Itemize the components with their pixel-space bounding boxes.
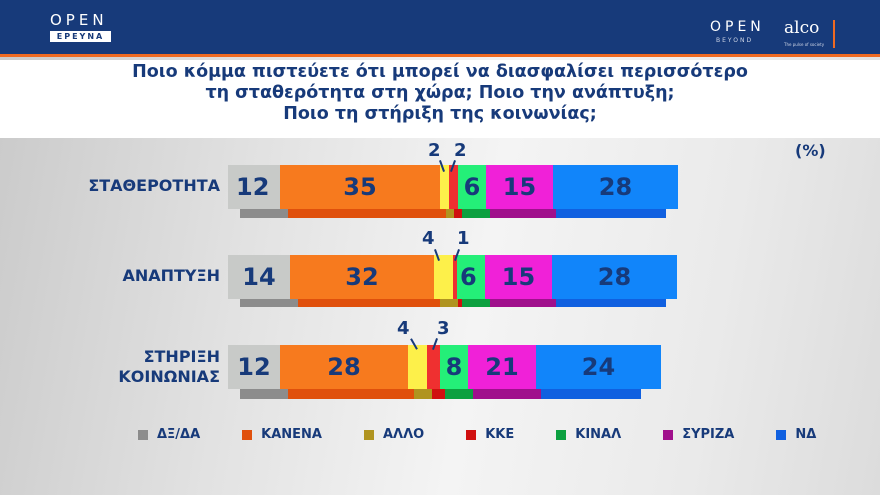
legend-swatch [242, 429, 253, 440]
row-label-stability: ΣΤΑΘΕΡΟΤΗΤΑ [88, 176, 220, 195]
seg-kinal: 6 [458, 165, 486, 209]
side-kinal [462, 208, 490, 218]
seg-nd: 28 [553, 165, 678, 209]
side-nd [541, 389, 641, 399]
side-kanena [288, 208, 446, 218]
legend-item-kke: ΚΚΕ [466, 427, 514, 442]
seg-allo [440, 165, 449, 209]
title-line-1: Ποιο κόμμα πιστεύετε ότι μπορεί να διασφ… [132, 62, 748, 82]
callout-kke: 2 [454, 140, 467, 161]
side-nd [556, 208, 666, 218]
row-label-line-1: ΣΤΗΡΙΞΗ [143, 347, 220, 366]
callout-allo: 4 [397, 318, 410, 339]
bar-development: 14 32 6 15 28 [228, 255, 677, 299]
seg-syriza: 15 [485, 255, 552, 299]
legend-item-kinal: ΚΙΝΑΛ [556, 427, 621, 442]
legend-label: ΝΔ [795, 427, 817, 442]
title-line-2: τη σταθερότητα στη χώρα; Ποιο την ανάπτυ… [205, 83, 675, 103]
side-syriza [490, 297, 556, 307]
seg-kke [453, 255, 457, 299]
side-kke [458, 297, 462, 307]
legend-label: ΑΛΛΟ [383, 427, 425, 442]
row-label-line-2: ΚΟΙΝΩΝΙΑΣ [118, 367, 220, 386]
side-allo [440, 297, 458, 307]
logo-text: OPEN [710, 19, 765, 35]
seg-kinal: 8 [440, 345, 468, 389]
side-kinal [445, 389, 473, 399]
seg-nd: 28 [552, 255, 677, 299]
logo-text: OPEN [50, 11, 108, 29]
legend-swatch [663, 429, 674, 440]
seg-dxda: 12 [228, 345, 280, 389]
bar-social-support: 12 28 8 21 24 [228, 345, 661, 389]
callout-allo: 2 [428, 140, 441, 161]
unit-label: (%) [795, 141, 826, 160]
alco-tagline: The pulse of society [784, 42, 825, 47]
seg-syriza: 15 [486, 165, 553, 209]
bar-stability: 12 35 6 15 28 [228, 165, 678, 209]
legend-swatch [364, 429, 374, 440]
legend-item-allo: ΑΛΛΟ [364, 427, 424, 442]
seg-syriza: 21 [468, 345, 536, 389]
seg-kke [449, 165, 458, 209]
legend-label: ΚΙΝΑΛ [575, 427, 622, 442]
seg-dxda: 14 [228, 255, 290, 299]
legend-swatch [556, 429, 567, 440]
legend-item-dxda: ΔΞ/ΔΑ [138, 427, 200, 442]
callout-kke: 3 [437, 318, 450, 339]
legend-swatch [138, 429, 148, 440]
legend-swatch [776, 429, 787, 440]
row-label-social-support: ΣΤΗΡΙΞΗ ΚΟΙΝΩΝΙΑΣ [30, 347, 220, 387]
legend-label: ΚΑΝΕΝΑ [261, 427, 322, 442]
title-background [0, 60, 880, 138]
bar-3d-side [240, 297, 666, 307]
side-dxda [240, 389, 288, 399]
seg-kanena: 32 [290, 255, 434, 299]
side-dxda [240, 208, 288, 218]
chart-title: Ποιο κόμμα πιστεύετε ότι μπορεί να διασφ… [0, 62, 880, 125]
alco-logo: alco [784, 18, 820, 38]
legend-item-nd: ΝΔ [776, 427, 816, 442]
legend-item-syriza: ΣΥΡΙΖΑ [663, 427, 734, 442]
legend-label: ΔΞ/ΔΑ [157, 427, 201, 442]
logo-divider [833, 20, 835, 48]
seg-allo [408, 345, 427, 389]
legend-item-kanena: ΚΑΝΕΝΑ [242, 427, 322, 442]
title-line-3: Ποιο τη στήριξη της κοινωνίας; [283, 104, 597, 124]
side-allo [446, 208, 454, 218]
logo-subtext: ΕΡΕΥΝΑ [50, 31, 111, 42]
seg-kanena: 35 [280, 165, 440, 209]
side-kke [432, 389, 445, 399]
side-kanena [298, 297, 440, 307]
legend-label: ΚΚΕ [485, 427, 515, 442]
side-kinal [462, 297, 490, 307]
logo-subtext: BEYOND [716, 37, 754, 44]
header-bar: OPEN ΕΡΕΥΝΑ OPEN BEYOND alco The pulse o… [0, 0, 880, 57]
seg-kke [427, 345, 440, 389]
side-nd [556, 297, 666, 307]
side-syriza [490, 208, 556, 218]
legend: ΔΞ/ΔΑ ΚΑΝΕΝΑ ΑΛΛΟ ΚΚΕ ΚΙΝΑΛ ΣΥΡΙΖΑ ΝΔ [138, 427, 816, 442]
open-beyond-logo: OPEN BEYOND [710, 19, 765, 45]
bar-3d-side [240, 389, 641, 399]
side-syriza [473, 389, 541, 399]
seg-kanena: 28 [280, 345, 408, 389]
legend-swatch [466, 429, 477, 440]
seg-allo [434, 255, 453, 299]
legend-label: ΣΥΡΙΖΑ [682, 427, 735, 442]
side-dxda [240, 297, 298, 307]
open-erevna-logo: OPEN ΕΡΕΥΝΑ [50, 12, 112, 42]
side-kanena [288, 389, 414, 399]
callout-kke: 1 [457, 228, 470, 249]
row-label-development: ΑΝΑΠΤΥΞΗ [122, 266, 220, 285]
side-kke [454, 208, 462, 218]
callout-allo: 4 [422, 228, 435, 249]
side-allo [414, 389, 432, 399]
seg-nd: 24 [536, 345, 661, 389]
seg-kinal: 6 [457, 255, 485, 299]
seg-dxda: 12 [228, 165, 280, 209]
bar-3d-side [240, 208, 666, 218]
